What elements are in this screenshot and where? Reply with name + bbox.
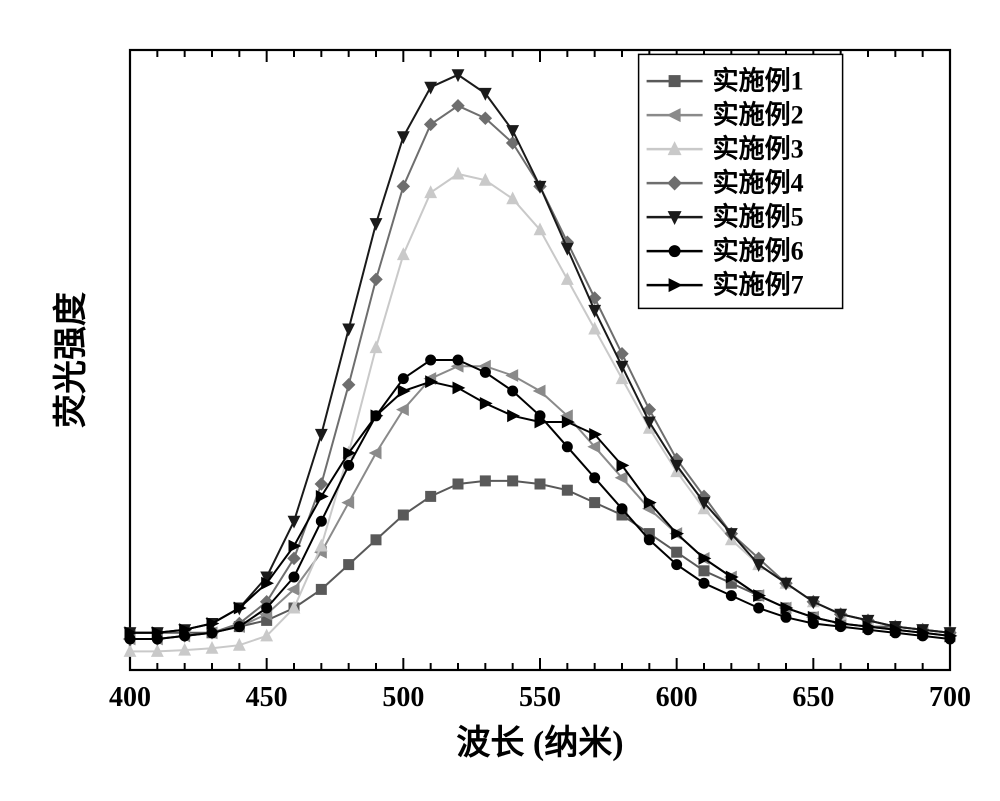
- legend-label: 实施例7: [713, 269, 804, 299]
- legend-label: 实施例6: [713, 235, 804, 265]
- x-tick-label: 400: [109, 682, 151, 713]
- x-tick-label: 600: [656, 682, 698, 713]
- x-tick-label: 550: [519, 682, 561, 713]
- legend-label: 实施例4: [713, 167, 804, 197]
- x-tick-label: 700: [929, 682, 971, 713]
- chart-svg: 400 450 500 550 600 650 700 波长 (纳米) 荧光强度 实施例1 实施例2…: [20, 20, 980, 780]
- legend-label: 实施例3: [713, 133, 804, 163]
- legend-label: 实施例2: [713, 99, 804, 129]
- x-tick-label: 650: [792, 682, 834, 713]
- legend-label: 实施例5: [713, 201, 804, 231]
- legend: 实施例1 实施例2 实施例3 实施例4 实施例5 实施例6 实施例7: [639, 54, 843, 308]
- x-axis-label: 波长 (纳米): [456, 724, 623, 762]
- legend-label: 实施例1: [713, 65, 804, 95]
- x-tick-label: 450: [246, 682, 288, 713]
- y-axis-label: 荧光强度: [52, 292, 90, 428]
- x-tick-label: 500: [382, 682, 424, 713]
- spectra-chart: 400 450 500 550 600 650 700 波长 (纳米) 荧光强度 实施例1 实施例2…: [20, 20, 980, 780]
